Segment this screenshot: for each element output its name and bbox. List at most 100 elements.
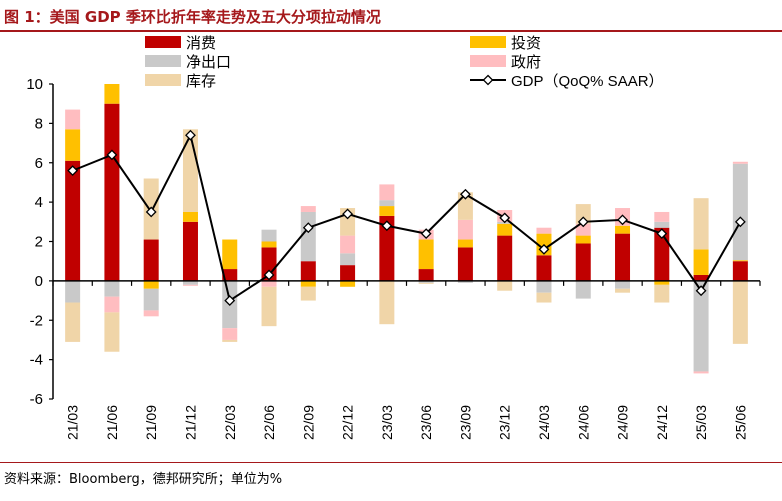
- gdp-point-24-06: [577, 216, 589, 228]
- gdp-point-23-12: [499, 212, 511, 224]
- gdp-point-24-09: [617, 214, 628, 226]
- bar-2-23-06: [418, 280, 434, 283]
- gdp-point-25-03: [695, 285, 707, 297]
- x-tick-label: 21/12: [182, 405, 198, 440]
- bar-0-22-03: [222, 269, 238, 281]
- gdp-point-21-09: [145, 206, 157, 218]
- bar-3-24-06: [575, 223, 591, 236]
- y-tick-label: -6: [30, 391, 43, 408]
- x-tick-label: 23/03: [379, 405, 395, 440]
- bar-3-21-03: [65, 109, 81, 130]
- x-tick-label: 21/06: [104, 405, 120, 440]
- x-tick-label: 23/09: [457, 405, 473, 440]
- bar-4-25-03: [693, 198, 709, 250]
- gdp-point-21-03: [67, 165, 79, 177]
- bar-4-24-12: [654, 284, 670, 303]
- bar-1-24-09: [615, 225, 631, 234]
- bar-1-23-03: [379, 206, 395, 216]
- bar-0-25-03: [693, 274, 709, 281]
- bar-1-22-09: [300, 280, 316, 287]
- bar-4-22-03: [222, 339, 238, 342]
- bar-4-21-06: [104, 312, 120, 352]
- gdp-point-22-12: [342, 208, 354, 220]
- legend-label: 净出口: [186, 54, 231, 71]
- gdp-point-24-12: [656, 228, 668, 240]
- bar-1-23-06: [418, 239, 434, 270]
- bar-0-21-06: [104, 103, 120, 281]
- bar-3-25-06: [732, 161, 748, 164]
- legend-label: 政府: [511, 54, 541, 71]
- x-tick-label: 25/03: [693, 405, 709, 440]
- gdp-point-23-03: [381, 220, 393, 232]
- bar-1-23-09: [457, 239, 473, 248]
- gdp-point-22-09: [302, 222, 314, 234]
- legend-marker-gdp: [482, 74, 494, 86]
- x-tick-label: 21/09: [143, 405, 159, 440]
- x-tick-label: 22/03: [222, 405, 238, 440]
- y-tick-label: -2: [30, 312, 43, 329]
- gdp-point-22-03: [224, 295, 236, 306]
- bar-1-24-06: [575, 235, 591, 244]
- bar-0-22-12: [340, 265, 356, 281]
- bar-0-23-12: [497, 235, 513, 281]
- bar-0-24-12: [654, 227, 670, 281]
- x-tick-label: 22/09: [300, 405, 316, 440]
- bar-1-21-12: [182, 211, 198, 222]
- bar-4-24-09: [615, 288, 631, 293]
- bar-0-22-06: [261, 247, 277, 281]
- bar-4-22-06: [261, 286, 277, 327]
- x-tick-label: 25/06: [732, 405, 748, 440]
- x-tick-label: 23/12: [497, 405, 513, 440]
- bar-1-25-03: [693, 249, 709, 275]
- gdp-point-21-06: [106, 149, 118, 161]
- bar-1-21-03: [65, 129, 81, 161]
- figure-title: 图 1：美国 GDP 季环比折年率走势及五大分项拉动情况: [4, 8, 381, 26]
- legend-swatch-0: [145, 36, 181, 48]
- bar-3-23-03: [379, 184, 395, 201]
- x-tick-label: 24/06: [575, 405, 591, 440]
- legend-label: 消费: [186, 35, 216, 52]
- bar-2-21-12: [182, 280, 198, 285]
- bar-4-23-12: [497, 280, 513, 291]
- bar-2-23-03: [379, 200, 395, 207]
- gdp-line: [72, 132, 742, 303]
- bar-4-21-12: [182, 129, 198, 212]
- gdp-point-21-12: [185, 129, 196, 141]
- bar-0-21-09: [143, 239, 159, 281]
- gdp-point-24-03: [538, 243, 550, 255]
- legend-label: GDP（QoQ% SAAR）: [511, 73, 664, 90]
- bar-0-23-09: [457, 247, 473, 281]
- y-tick-label: 6: [35, 155, 43, 172]
- bar-3-22-12: [340, 235, 356, 254]
- gdp-point-25-06: [734, 216, 746, 228]
- title-divider: [0, 30, 782, 32]
- legend-swatch-4: [145, 74, 181, 86]
- bar-2-24-12: [654, 221, 670, 228]
- bar-2-21-03: [65, 280, 81, 303]
- bar-4-22-09: [300, 286, 316, 301]
- x-tick-label: 24/12: [654, 405, 670, 440]
- bar-1-22-03: [222, 239, 238, 270]
- bar-2-21-09: [143, 288, 159, 311]
- bar-3-21-09: [143, 310, 159, 317]
- bar-0-25-06: [732, 261, 748, 281]
- bar-3-22-03: [222, 328, 238, 340]
- bar-4-25-06: [732, 280, 748, 344]
- x-tick-label: 24/03: [536, 405, 552, 440]
- bar-0-23-03: [379, 215, 395, 281]
- bar-2-22-06: [261, 229, 277, 242]
- bar-2-21-06: [104, 280, 120, 297]
- bar-4-23-06: [418, 282, 434, 284]
- bar-3-23-09: [457, 219, 473, 240]
- bar-3-25-03: [693, 371, 709, 374]
- y-tick-label: 8: [35, 115, 43, 132]
- bar-2-24-03: [536, 280, 552, 293]
- legend-swatch-2: [145, 55, 181, 67]
- gdp-point-23-06: [420, 228, 432, 240]
- bar-4-24-03: [536, 292, 552, 303]
- bar-1-23-12: [497, 223, 513, 236]
- bar-1-22-06: [261, 241, 277, 248]
- bar-3-21-12: [182, 284, 198, 286]
- x-tick-label: 21/03: [65, 405, 81, 440]
